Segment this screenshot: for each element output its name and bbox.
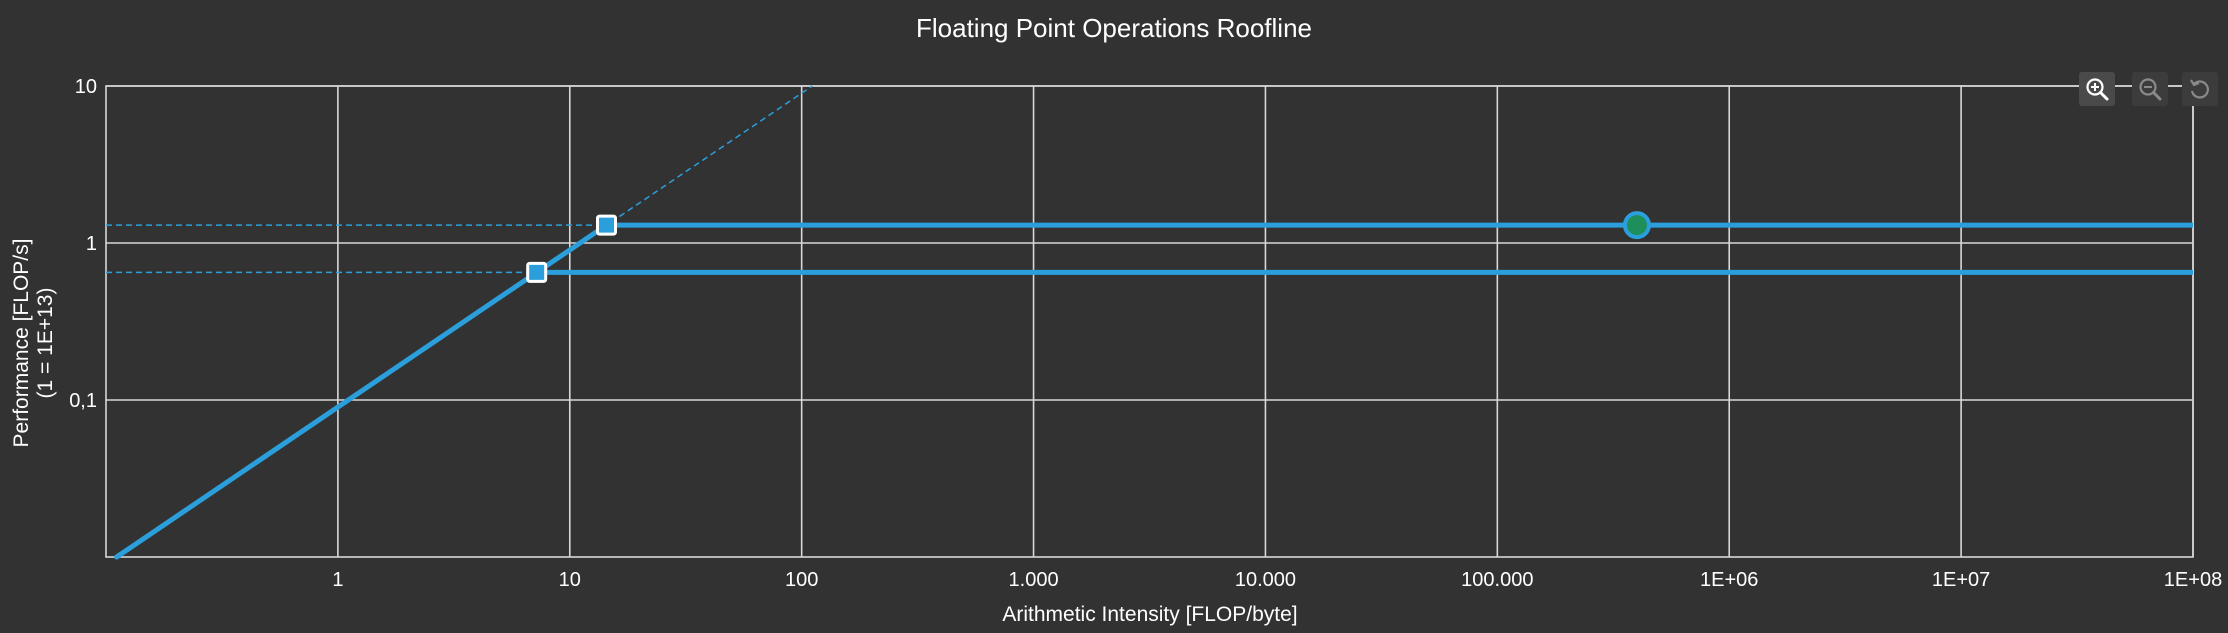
x-tick-label: 100 — [785, 569, 818, 591]
reset-zoom-icon — [2190, 79, 2209, 99]
zoom-in-icon — [2086, 78, 2109, 101]
reset-zoom-button[interactable] — [2182, 72, 2218, 106]
ridge-point-marker-0 — [596, 214, 618, 236]
zoom-out-icon — [2139, 78, 2162, 101]
grid-lines — [105, 85, 2194, 558]
x-tick-label: 1 — [332, 569, 343, 591]
x-axis-label: Arithmetic Intensity [FLOP/byte] — [1002, 603, 1297, 626]
x-tick-label: 1E+08 — [2164, 569, 2222, 591]
y-tick-label: 1 — [86, 233, 97, 255]
x-tick-label: 1E+06 — [1700, 569, 1758, 591]
series-layer — [106, 85, 2193, 560]
zoom-out-button[interactable] — [2132, 72, 2168, 106]
kernel-point-0 — [1622, 211, 1651, 240]
ridge-point-marker-1 — [526, 261, 548, 283]
plot-frame — [105, 85, 2194, 558]
x-tick-label: 10.000 — [1235, 569, 1296, 591]
x-tick-label: 100.000 — [1461, 569, 1533, 591]
bandwidth-roof-line — [114, 222, 610, 560]
x-tick-label: 1E+07 — [1932, 569, 1990, 591]
chart-title: Floating Point Operations Roofline — [916, 13, 1312, 43]
y-axis-label: Performance [FLOP/s] — [10, 239, 33, 448]
zoom-in-button[interactable] — [2079, 72, 2115, 106]
x-tick-label: 1.000 — [1009, 569, 1059, 591]
y-axis-sublabel: (1 = 1E+13) — [34, 288, 57, 399]
tick-labels: 1 10 100 1.000 10.000 100.000 1E+06 1E+07 1E+08 0… — [69, 76, 2222, 591]
y-tick-label: 10 — [75, 76, 97, 98]
x-tick-label: 10 — [559, 569, 581, 591]
y-tick-label: 0,1 — [69, 390, 97, 412]
